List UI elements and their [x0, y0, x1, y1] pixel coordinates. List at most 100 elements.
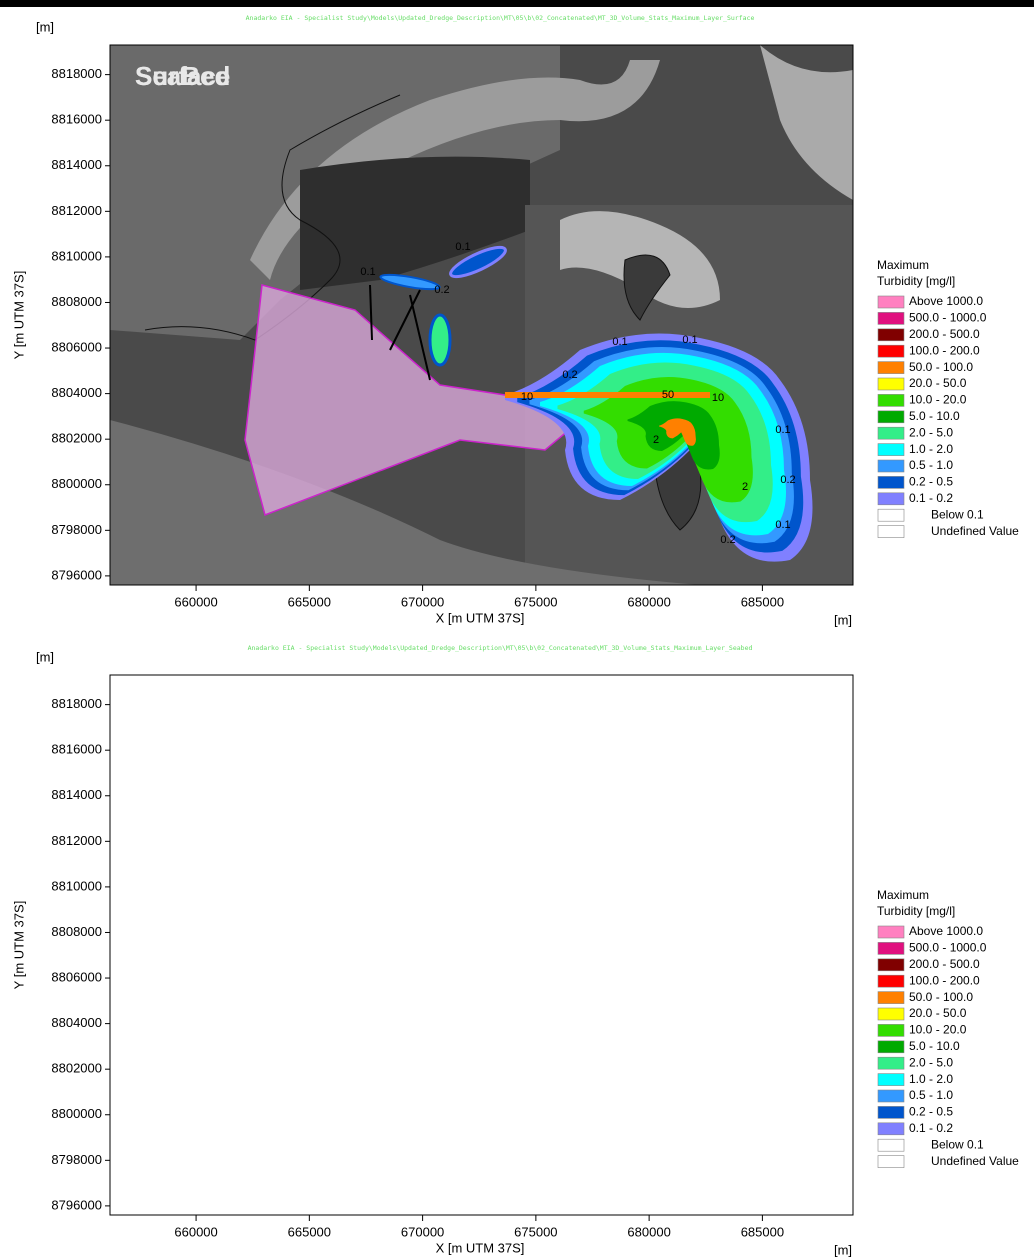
legend-label: 500.0 - 1000.0 — [909, 941, 987, 955]
legend-label: 5.0 - 10.0 — [909, 409, 960, 423]
x-unit: [m] — [834, 612, 852, 627]
sand-spit — [250, 690, 660, 910]
legend-swatch — [878, 926, 904, 938]
x-tick-label: 685000 — [741, 1224, 784, 1239]
legend-label: 50.0 - 100.0 — [909, 990, 973, 1004]
top-bar — [0, 0, 1034, 7]
contour-label: 2 — [742, 481, 748, 493]
legend-swatch — [878, 296, 904, 308]
contour-label: 0.1 — [455, 241, 470, 253]
plume-band — [520, 894, 791, 1198]
legend-swatch — [878, 1041, 904, 1053]
channel-plume — [505, 1022, 710, 1028]
y-tick-label: 8810000 — [51, 248, 102, 263]
small-plume — [430, 945, 450, 995]
contour-label: 0.2 — [562, 369, 577, 381]
legend-swatch — [878, 345, 904, 357]
plume-band — [579, 952, 756, 1150]
x-tick-label: 675000 — [514, 594, 557, 609]
contour-label: 0.2 — [720, 534, 735, 546]
contour-label: 0.2 — [697, 1136, 712, 1148]
contour-label: 2 — [653, 434, 659, 446]
x-tick-label: 660000 — [174, 1224, 217, 1239]
y-tick-label: 8798000 — [51, 522, 102, 537]
y-axis-label: Y [m UTM 37S] — [11, 901, 26, 990]
y-tick-label: 8814000 — [51, 157, 102, 172]
legend-label: Undefined Value — [931, 1154, 1019, 1168]
legend-swatch — [878, 1156, 904, 1168]
map-background — [110, 675, 853, 1215]
x-tick-label: 665000 — [288, 1224, 331, 1239]
legend-swatch — [878, 460, 904, 472]
x-unit: [m] — [834, 1242, 852, 1257]
contour-label: 0.1 — [710, 934, 725, 946]
pipeline — [370, 915, 430, 1010]
legend-label: 2.0 - 5.0 — [909, 425, 953, 439]
coast-east — [760, 675, 853, 830]
y-tick-label: 8800000 — [51, 1106, 102, 1121]
legend-label: 10.0 - 20.0 — [909, 1023, 967, 1037]
contour-label: 0.1 — [708, 1172, 723, 1184]
small-plume — [447, 872, 508, 912]
legend-label: 500.0 - 1000.0 — [909, 311, 987, 325]
legend-label: Undefined Value — [931, 524, 1019, 538]
contour-label: 0.1 — [682, 334, 697, 346]
legend-label: 0.1 - 0.2 — [909, 491, 953, 505]
contour-label: 0.1 — [360, 266, 375, 278]
y-tick-label: 8818000 — [51, 696, 102, 711]
plume-band — [668, 1038, 703, 1078]
y-unit: [m] — [36, 649, 54, 664]
land — [110, 675, 560, 970]
y-tick-label: 8812000 — [51, 203, 102, 218]
legend-title: Turbidity [mg/l] — [877, 274, 955, 288]
legend-swatch — [878, 378, 904, 390]
contour-label: 0.1 — [775, 424, 790, 436]
legend-swatch — [878, 394, 904, 406]
legend-label: 1.0 - 2.0 — [909, 442, 953, 456]
contour-label: 0.1 — [698, 884, 713, 896]
y-unit: [m] — [36, 19, 54, 34]
x-axis-label: X [m UTM 37S] — [436, 610, 525, 625]
legend-label: 20.0 - 50.0 — [909, 376, 967, 390]
x-tick-label: 680000 — [627, 1224, 670, 1239]
contour-label: 0.1 — [612, 336, 627, 348]
legend-label: Above 1000.0 — [909, 924, 983, 938]
x-tick-label: 680000 — [627, 594, 670, 609]
legend-label: 0.5 - 1.0 — [909, 458, 953, 472]
legend-swatch — [878, 476, 904, 488]
legend-label: 0.2 - 0.5 — [909, 475, 953, 489]
legend-label: 5.0 - 10.0 — [909, 1039, 960, 1053]
y-tick-label: 8814000 — [51, 787, 102, 802]
legend-swatch — [878, 1008, 904, 1020]
contour-label: 0.2 — [434, 284, 449, 296]
y-tick-label: 8806000 — [51, 339, 102, 354]
legend-label: 0.2 - 0.5 — [909, 1105, 953, 1119]
plume-band — [533, 907, 784, 1188]
plume-band — [546, 920, 776, 1177]
channel-plume — [505, 392, 710, 398]
legend-swatch — [878, 444, 904, 456]
map-area: 0.10.10.20.10.10.21050100.1220.20.10.2 — [110, 45, 853, 585]
legend-swatch — [878, 493, 904, 505]
small-plume — [380, 902, 441, 922]
legend-label: 0.5 - 1.0 — [909, 1088, 953, 1102]
legend-title: Maximum — [877, 888, 929, 902]
contour-label: 100 — [691, 1016, 709, 1028]
y-axis-label: Y [m UTM 37S] — [11, 271, 26, 360]
file-path: Anadarko EIA - Specialist Study\Models\U… — [248, 644, 753, 652]
contour-label: 10 — [712, 392, 724, 404]
legend-label: Below 0.1 — [931, 1137, 984, 1151]
y-tick-label: 8816000 — [51, 112, 102, 127]
x-axis-label: X [m UTM 37S] — [436, 1240, 525, 1255]
y-tick-label: 8806000 — [51, 969, 102, 984]
y-tick-label: 8796000 — [51, 1197, 102, 1212]
y-tick-label: 8812000 — [51, 833, 102, 848]
plume-band — [644, 1015, 718, 1098]
contour-label: 0.1 — [775, 519, 790, 531]
legend-label: 1.0 - 2.0 — [909, 1072, 953, 1086]
x-tick-label: 670000 — [401, 1224, 444, 1239]
y-tick-label: 8802000 — [51, 1061, 102, 1076]
legend-swatch — [878, 1074, 904, 1086]
y-tick-label: 8808000 — [51, 924, 102, 939]
